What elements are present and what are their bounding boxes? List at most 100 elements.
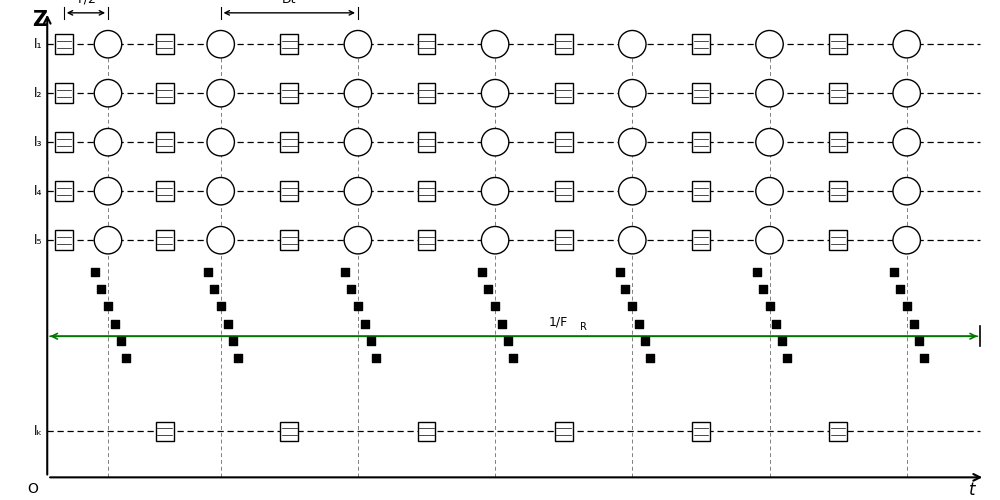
Ellipse shape bbox=[344, 128, 372, 156]
Point bbox=[225, 337, 241, 345]
Point bbox=[612, 268, 628, 276]
Point bbox=[487, 302, 503, 310]
Point bbox=[200, 268, 216, 276]
Ellipse shape bbox=[207, 226, 234, 254]
Bar bbox=[829, 182, 847, 201]
Ellipse shape bbox=[756, 80, 783, 107]
Bar bbox=[555, 34, 573, 54]
Point bbox=[631, 320, 647, 328]
Bar bbox=[692, 84, 710, 103]
Ellipse shape bbox=[94, 30, 122, 58]
Point bbox=[118, 354, 134, 362]
Point bbox=[886, 268, 902, 276]
Point bbox=[637, 337, 653, 345]
Bar bbox=[555, 422, 573, 441]
Point bbox=[368, 354, 384, 362]
Bar bbox=[418, 422, 435, 441]
Point bbox=[505, 354, 521, 362]
Text: l₂: l₂ bbox=[34, 86, 42, 100]
Ellipse shape bbox=[481, 128, 509, 156]
Ellipse shape bbox=[619, 226, 646, 254]
Text: l₃: l₃ bbox=[34, 136, 42, 148]
Bar bbox=[692, 422, 710, 441]
Text: T/2: T/2 bbox=[76, 0, 96, 6]
Bar bbox=[692, 182, 710, 201]
Point bbox=[642, 354, 658, 362]
Point bbox=[779, 354, 795, 362]
Point bbox=[100, 302, 116, 310]
Ellipse shape bbox=[344, 30, 372, 58]
Bar bbox=[280, 132, 298, 152]
Text: l₄: l₄ bbox=[34, 184, 42, 198]
Bar bbox=[555, 132, 573, 152]
Bar bbox=[829, 34, 847, 54]
Point bbox=[762, 302, 778, 310]
Ellipse shape bbox=[756, 128, 783, 156]
Ellipse shape bbox=[619, 80, 646, 107]
Ellipse shape bbox=[481, 80, 509, 107]
Bar bbox=[55, 230, 73, 250]
Ellipse shape bbox=[94, 226, 122, 254]
Ellipse shape bbox=[94, 128, 122, 156]
Point bbox=[911, 337, 927, 345]
Ellipse shape bbox=[207, 30, 234, 58]
Point bbox=[87, 268, 103, 276]
Text: Dt: Dt bbox=[282, 0, 297, 6]
Point bbox=[617, 285, 633, 293]
Bar bbox=[55, 34, 73, 54]
Bar bbox=[55, 132, 73, 152]
Text: l₁: l₁ bbox=[34, 38, 42, 51]
Text: R: R bbox=[580, 322, 587, 332]
Point bbox=[474, 268, 490, 276]
Bar bbox=[156, 84, 174, 103]
Bar bbox=[156, 132, 174, 152]
Bar bbox=[418, 84, 435, 103]
Ellipse shape bbox=[619, 30, 646, 58]
Bar bbox=[829, 230, 847, 250]
Bar bbox=[555, 182, 573, 201]
Point bbox=[480, 285, 496, 293]
Bar bbox=[555, 230, 573, 250]
Ellipse shape bbox=[893, 80, 920, 107]
Bar bbox=[829, 422, 847, 441]
Bar bbox=[280, 34, 298, 54]
Bar bbox=[55, 84, 73, 103]
Point bbox=[755, 285, 771, 293]
Ellipse shape bbox=[893, 128, 920, 156]
Ellipse shape bbox=[481, 30, 509, 58]
Point bbox=[113, 337, 129, 345]
Ellipse shape bbox=[619, 128, 646, 156]
Ellipse shape bbox=[893, 226, 920, 254]
Bar bbox=[418, 34, 435, 54]
Ellipse shape bbox=[481, 178, 509, 205]
Bar bbox=[280, 182, 298, 201]
Point bbox=[343, 285, 359, 293]
Bar bbox=[280, 230, 298, 250]
Bar bbox=[829, 132, 847, 152]
Ellipse shape bbox=[481, 226, 509, 254]
Bar bbox=[418, 132, 435, 152]
Bar bbox=[280, 84, 298, 103]
Point bbox=[916, 354, 932, 362]
Ellipse shape bbox=[207, 128, 234, 156]
Bar bbox=[692, 34, 710, 54]
Bar bbox=[692, 132, 710, 152]
Bar bbox=[418, 230, 435, 250]
Text: 1/F: 1/F bbox=[549, 316, 568, 328]
Bar bbox=[692, 230, 710, 250]
Point bbox=[363, 337, 379, 345]
Ellipse shape bbox=[619, 178, 646, 205]
Text: Z: Z bbox=[32, 10, 47, 29]
Point bbox=[892, 285, 908, 293]
Point bbox=[337, 268, 353, 276]
Text: O: O bbox=[27, 482, 38, 496]
Ellipse shape bbox=[756, 178, 783, 205]
Text: l₅: l₅ bbox=[34, 234, 42, 246]
Bar bbox=[156, 182, 174, 201]
Ellipse shape bbox=[344, 226, 372, 254]
Point bbox=[350, 302, 366, 310]
Point bbox=[749, 268, 765, 276]
Point bbox=[213, 302, 229, 310]
Bar bbox=[156, 422, 174, 441]
Point bbox=[906, 320, 922, 328]
